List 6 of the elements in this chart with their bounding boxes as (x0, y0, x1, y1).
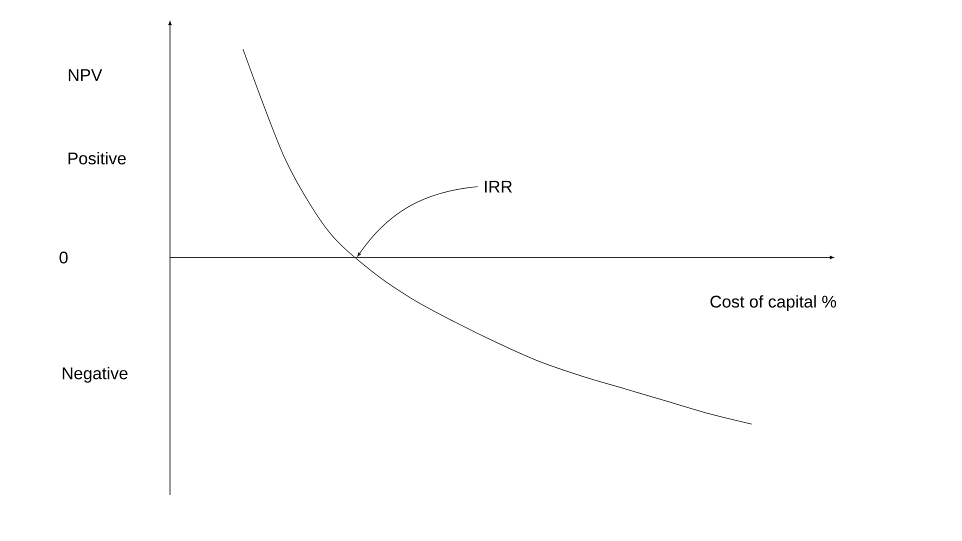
text: 0 (60, 252, 68, 264)
x-axis-title: Cost of capital % (710, 295, 836, 311)
text: Negative (62, 366, 128, 383)
text: Positive (68, 152, 126, 164)
annotation: IRR (485, 180, 512, 192)
text: NPV (68, 69, 102, 81)
